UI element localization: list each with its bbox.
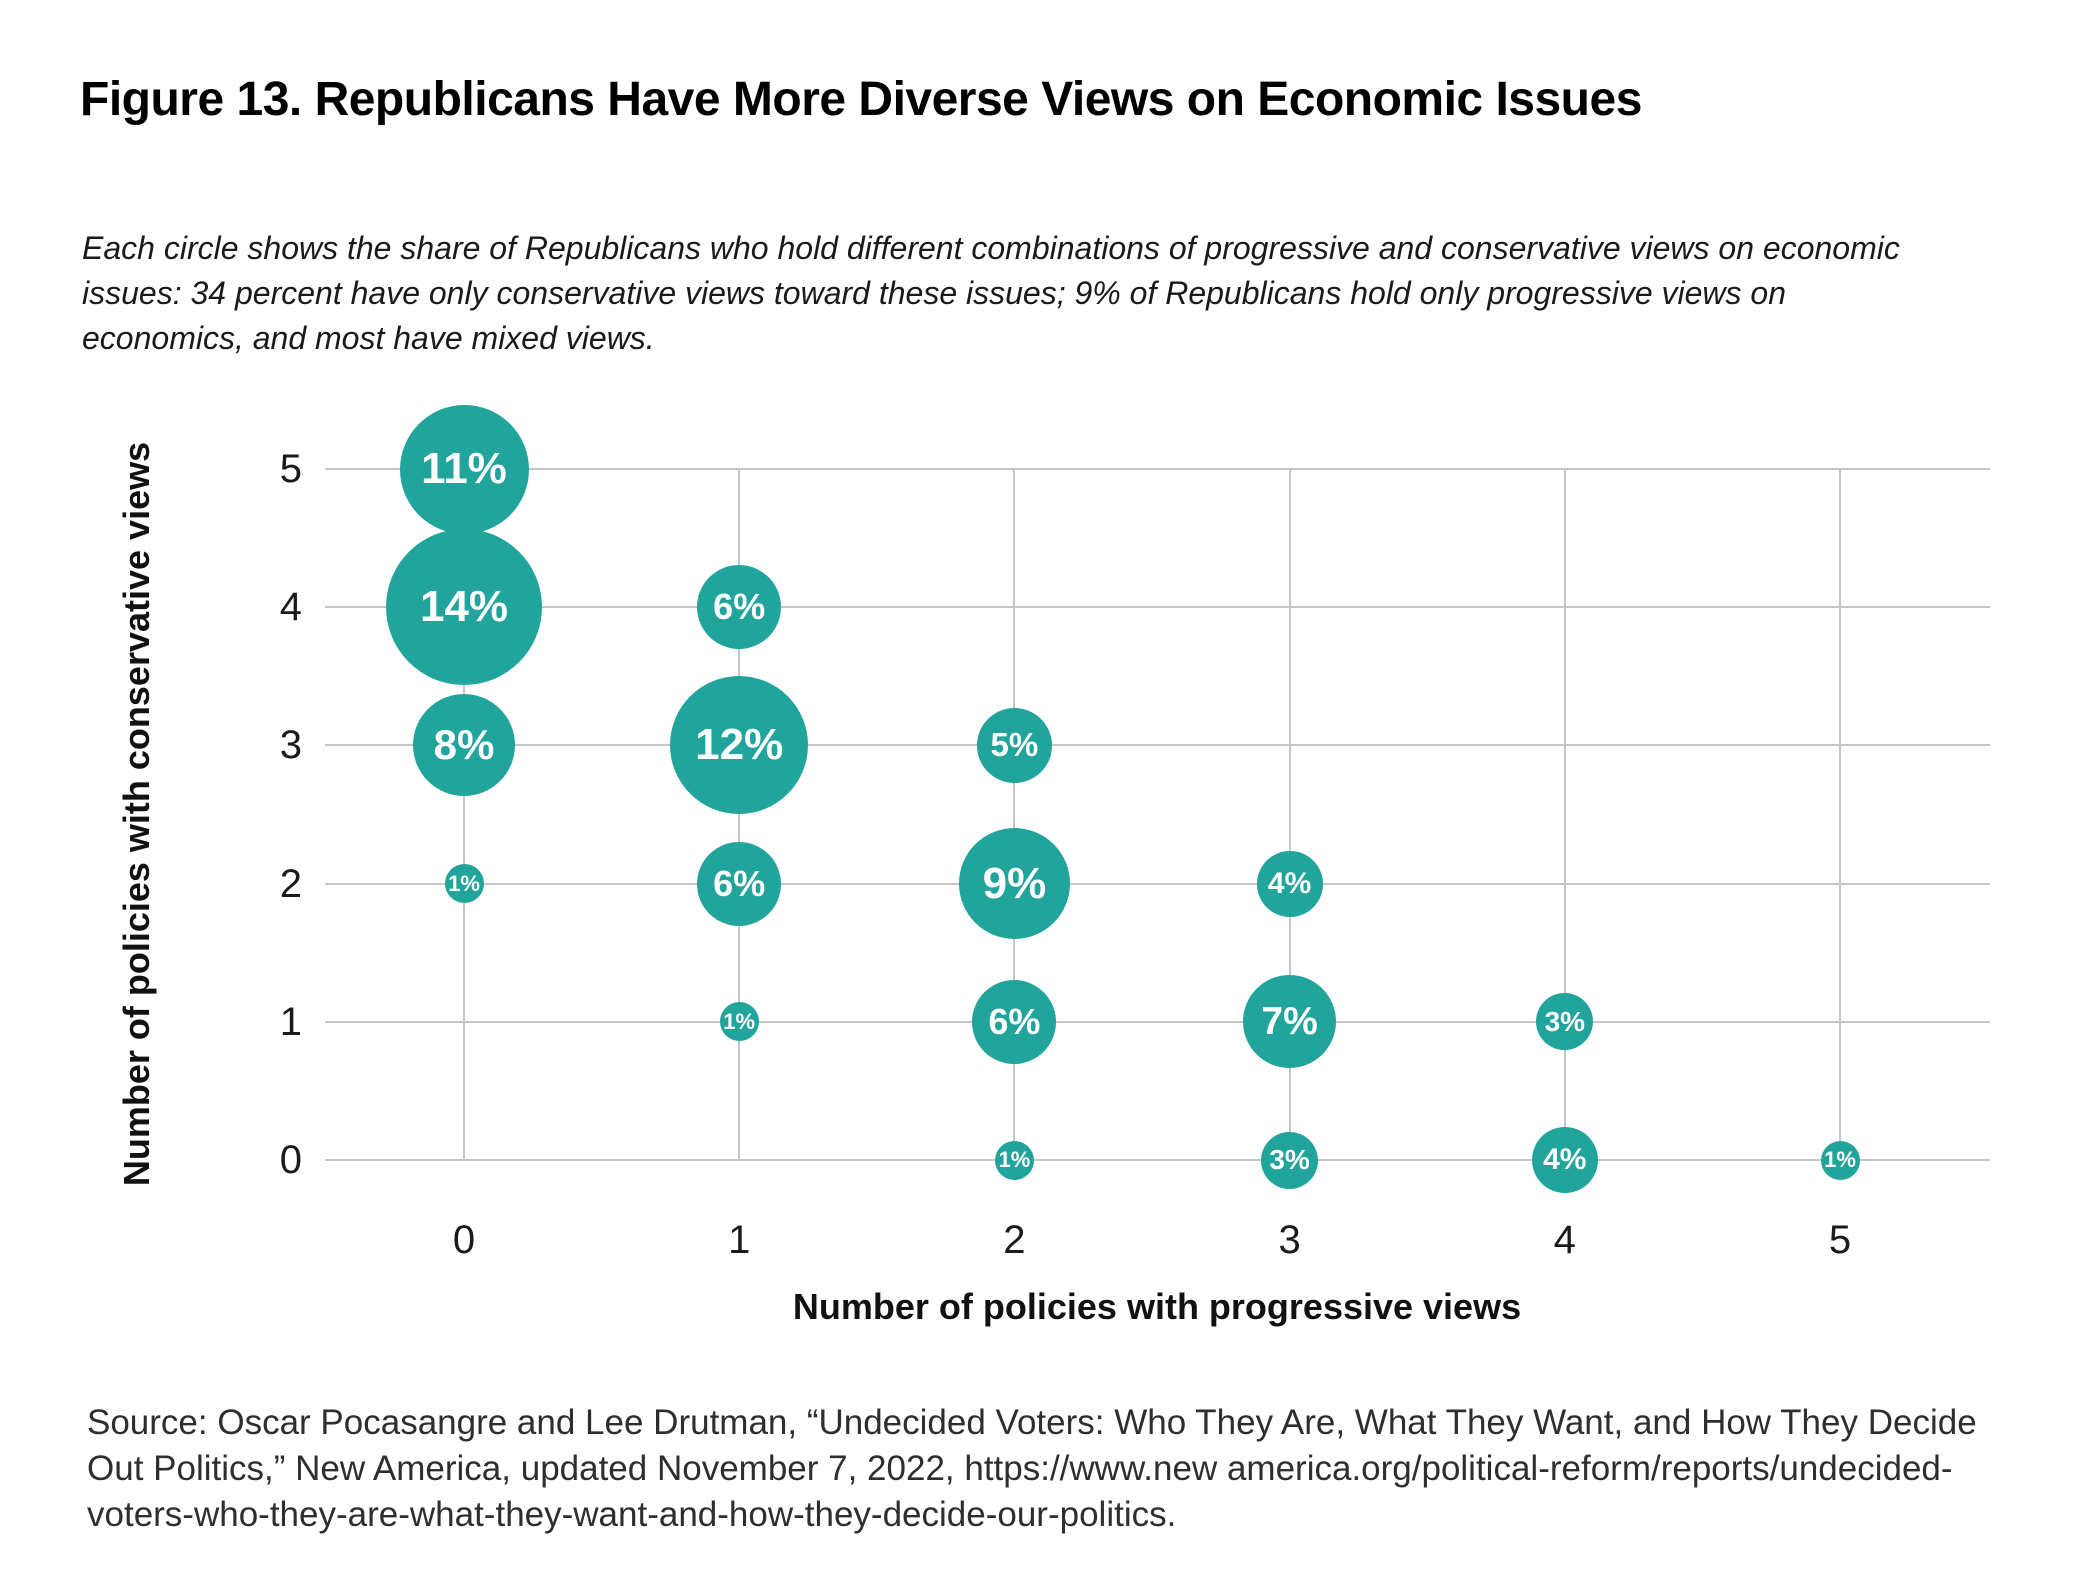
y-tick-label: 0	[279, 1138, 302, 1182]
bubble-x2-y0: 1%	[994, 1140, 1034, 1180]
figure-title: Figure 13. Republicans Have More Diverse…	[80, 73, 1642, 126]
x-tick-label: 3	[1278, 1218, 1301, 1262]
bubble-value-label: 3%	[1269, 1144, 1310, 1175]
bubble-value-label: 6%	[988, 1000, 1041, 1042]
x-tick-label: 5	[1828, 1218, 1852, 1262]
x-tick-label: 0	[452, 1218, 476, 1262]
bubble-x1-y2: 6%	[697, 841, 782, 926]
bubble-value-label: 6%	[713, 586, 766, 628]
bubble-x0-y4: 14%	[386, 529, 542, 686]
subtitle-line: Each circle shows the share of Republica…	[82, 230, 1900, 266]
bubble-value-label: 4%	[1267, 866, 1312, 900]
bubble-x3-y1: 7%	[1243, 975, 1337, 1069]
gridline-horizontal	[325, 882, 1990, 885]
bubble-value-label: 14%	[419, 582, 509, 632]
bubble-x2-y3: 5%	[976, 707, 1052, 783]
bubble-value-label: 4%	[1543, 1143, 1587, 1176]
x-axis-title: Number of policies with progressive view…	[792, 1286, 1522, 1327]
bubble-x0-y3: 8%	[413, 694, 515, 797]
gridline-horizontal	[325, 744, 1990, 747]
bubble-value-label: 1%	[723, 1008, 756, 1034]
bubble-value-label: 5%	[990, 726, 1039, 764]
subtitle-line: economics, and most have mixed views.	[82, 320, 655, 356]
bubble-x2-y2: 9%	[958, 828, 1070, 940]
bubble-x3-y0: 3%	[1261, 1131, 1319, 1189]
bubble-value-label: 1%	[448, 870, 480, 896]
bubble-x3-y2: 4%	[1256, 850, 1323, 917]
gridline-horizontal	[325, 1159, 1990, 1161]
bubble-x0-y2: 1%	[444, 864, 484, 904]
bubble-value-label: 1%	[1824, 1147, 1856, 1172]
gridline-horizontal	[325, 1020, 1990, 1023]
x-tick-label: 1	[728, 1218, 751, 1262]
figure-subtitle: Each circle shows the share of Republica…	[82, 226, 1900, 361]
bubble-x1-y4: 6%	[697, 565, 782, 650]
bubble-x1-y1: 1%	[719, 1002, 759, 1042]
bubble-x5-y0: 1%	[1820, 1140, 1860, 1180]
source-line: Source: Oscar Pocasangre and Lee Drutman…	[87, 1403, 1977, 1442]
bubble-x1-y3: 12%	[670, 676, 809, 815]
source-note: Source: Oscar Pocasangre and Lee Drutman…	[87, 1400, 1977, 1538]
bubble-x0-y5: 11%	[399, 404, 529, 534]
gridline-horizontal	[325, 606, 1990, 609]
source-line: voters-who-they-are-what-they-want-and-h…	[87, 1495, 1177, 1534]
bubble-value-label: 3%	[1544, 1005, 1586, 1037]
bubble-value-label: 9%	[982, 858, 1047, 908]
bubble-x2-y1: 6%	[972, 979, 1057, 1064]
x-tick-label: 4	[1553, 1218, 1576, 1262]
gridline-vertical	[1013, 469, 1016, 1160]
subtitle-line: issues: 34 percent have only conservativ…	[82, 275, 1786, 311]
y-tick-label: 4	[279, 585, 302, 630]
bubble-value-label: 7%	[1261, 999, 1318, 1043]
gridline-vertical	[1563, 469, 1566, 1160]
y-tick-label: 3	[279, 723, 302, 768]
bubble-value-label: 12%	[695, 720, 784, 770]
gridline-horizontal	[325, 468, 1990, 470]
bubble-x4-y1: 3%	[1536, 993, 1594, 1051]
y-tick-label: 2	[279, 861, 302, 906]
source-line: Out Politics,” New America, updated Nove…	[87, 1449, 1953, 1488]
bubble-value-label: 11%	[421, 444, 507, 493]
gridline-vertical	[463, 469, 465, 1160]
bubble-value-label: 1%	[998, 1147, 1031, 1172]
bubble-x4-y0: 4%	[1531, 1127, 1598, 1193]
gridline-vertical	[1839, 469, 1841, 1160]
y-tick-label: 1	[279, 999, 302, 1044]
x-tick-label: 2	[1003, 1218, 1026, 1262]
bubble-value-label: 6%	[713, 862, 766, 904]
gridline-vertical	[1288, 469, 1291, 1160]
bubble-value-label: 8%	[433, 721, 495, 769]
gridline-vertical	[738, 469, 741, 1160]
y-axis-title: Number of policies with conservative vie…	[116, 441, 157, 1187]
y-tick-label: 5	[279, 447, 302, 491]
